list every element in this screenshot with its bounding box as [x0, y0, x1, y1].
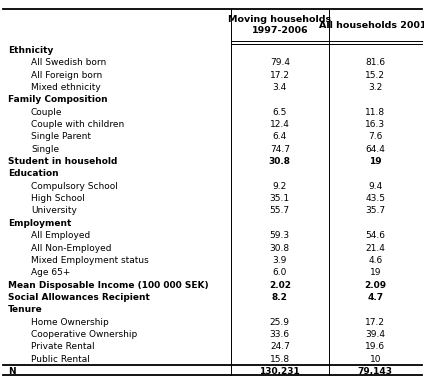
Text: 2.02: 2.02	[269, 280, 291, 290]
Text: 74.7: 74.7	[270, 145, 290, 154]
Text: 7.6: 7.6	[368, 132, 382, 141]
Text: Age 65+: Age 65+	[31, 268, 70, 277]
Text: 10: 10	[369, 355, 381, 364]
Text: 25.9: 25.9	[270, 318, 290, 326]
Text: Family Composition: Family Composition	[8, 95, 107, 104]
Text: Moving households
1997-2006: Moving households 1997-2006	[228, 15, 332, 35]
Text: 35.1: 35.1	[270, 194, 290, 203]
Text: 55.7: 55.7	[270, 207, 290, 215]
Text: 79,143: 79,143	[358, 367, 393, 376]
Text: Mean Disposable Income (100 000 SEK): Mean Disposable Income (100 000 SEK)	[8, 280, 208, 290]
Text: University: University	[31, 207, 77, 215]
Text: 15.2: 15.2	[365, 70, 385, 80]
Text: N: N	[8, 367, 15, 376]
Text: 30.8: 30.8	[269, 157, 291, 166]
Text: 64.4: 64.4	[365, 145, 385, 154]
Text: Employment: Employment	[8, 219, 71, 228]
Text: 6.4: 6.4	[273, 132, 287, 141]
Text: 19.6: 19.6	[365, 342, 385, 351]
Text: 2.09: 2.09	[364, 280, 386, 290]
Text: Mixed Employment status: Mixed Employment status	[31, 256, 149, 265]
Text: 3.4: 3.4	[273, 83, 287, 92]
Text: 24.7: 24.7	[270, 342, 290, 351]
Text: 6.5: 6.5	[273, 107, 287, 116]
Text: 43.5: 43.5	[365, 194, 385, 203]
Text: 3.2: 3.2	[368, 83, 382, 92]
Text: Private Rental: Private Rental	[31, 342, 95, 351]
Text: 9.4: 9.4	[368, 182, 382, 191]
Text: 79.4: 79.4	[270, 58, 290, 67]
Text: Couple: Couple	[31, 107, 62, 116]
Text: 19: 19	[369, 157, 382, 166]
Text: 15.8: 15.8	[270, 355, 290, 364]
Text: Ethnicity: Ethnicity	[8, 46, 53, 55]
Text: Compulsory School: Compulsory School	[31, 182, 118, 191]
Text: All Foreign born: All Foreign born	[31, 70, 102, 80]
Text: 130,231: 130,231	[259, 367, 300, 376]
Text: 6.0: 6.0	[273, 268, 287, 277]
Text: 30.8: 30.8	[270, 244, 290, 253]
Text: 12.4: 12.4	[270, 120, 290, 129]
Text: 33.6: 33.6	[270, 330, 290, 339]
Text: Student in household: Student in household	[8, 157, 117, 166]
Text: 4.6: 4.6	[368, 256, 382, 265]
Text: 17.2: 17.2	[365, 318, 385, 326]
Text: All Swedish born: All Swedish born	[31, 58, 106, 67]
Text: Social Allowances Recipient: Social Allowances Recipient	[8, 293, 150, 302]
Text: Single: Single	[31, 145, 59, 154]
Text: 81.6: 81.6	[365, 58, 385, 67]
Text: Education: Education	[8, 169, 58, 178]
Text: Couple with children: Couple with children	[31, 120, 124, 129]
Text: Cooperative Ownership: Cooperative Ownership	[31, 330, 137, 339]
Text: High School: High School	[31, 194, 85, 203]
Text: Mixed ethnicity: Mixed ethnicity	[31, 83, 101, 92]
Text: 39.4: 39.4	[365, 330, 385, 339]
Text: All Employed: All Employed	[31, 231, 90, 240]
Text: 16.3: 16.3	[365, 120, 385, 129]
Text: Home Ownership: Home Ownership	[31, 318, 109, 326]
Text: 8.2: 8.2	[272, 293, 288, 302]
Text: 3.9: 3.9	[273, 256, 287, 265]
Text: 54.6: 54.6	[365, 231, 385, 240]
Text: Public Rental: Public Rental	[31, 355, 90, 364]
Text: All households 2001³: All households 2001³	[319, 21, 424, 30]
Text: 4.7: 4.7	[367, 293, 383, 302]
Text: Tenure: Tenure	[8, 305, 42, 314]
Text: 11.8: 11.8	[365, 107, 385, 116]
Text: 59.3: 59.3	[270, 231, 290, 240]
Text: 19: 19	[369, 268, 381, 277]
Text: 17.2: 17.2	[270, 70, 290, 80]
Text: All Non-Employed: All Non-Employed	[31, 244, 112, 253]
Text: 35.7: 35.7	[365, 207, 385, 215]
Text: 21.4: 21.4	[365, 244, 385, 253]
Text: Single Parent: Single Parent	[31, 132, 91, 141]
Text: 9.2: 9.2	[273, 182, 287, 191]
